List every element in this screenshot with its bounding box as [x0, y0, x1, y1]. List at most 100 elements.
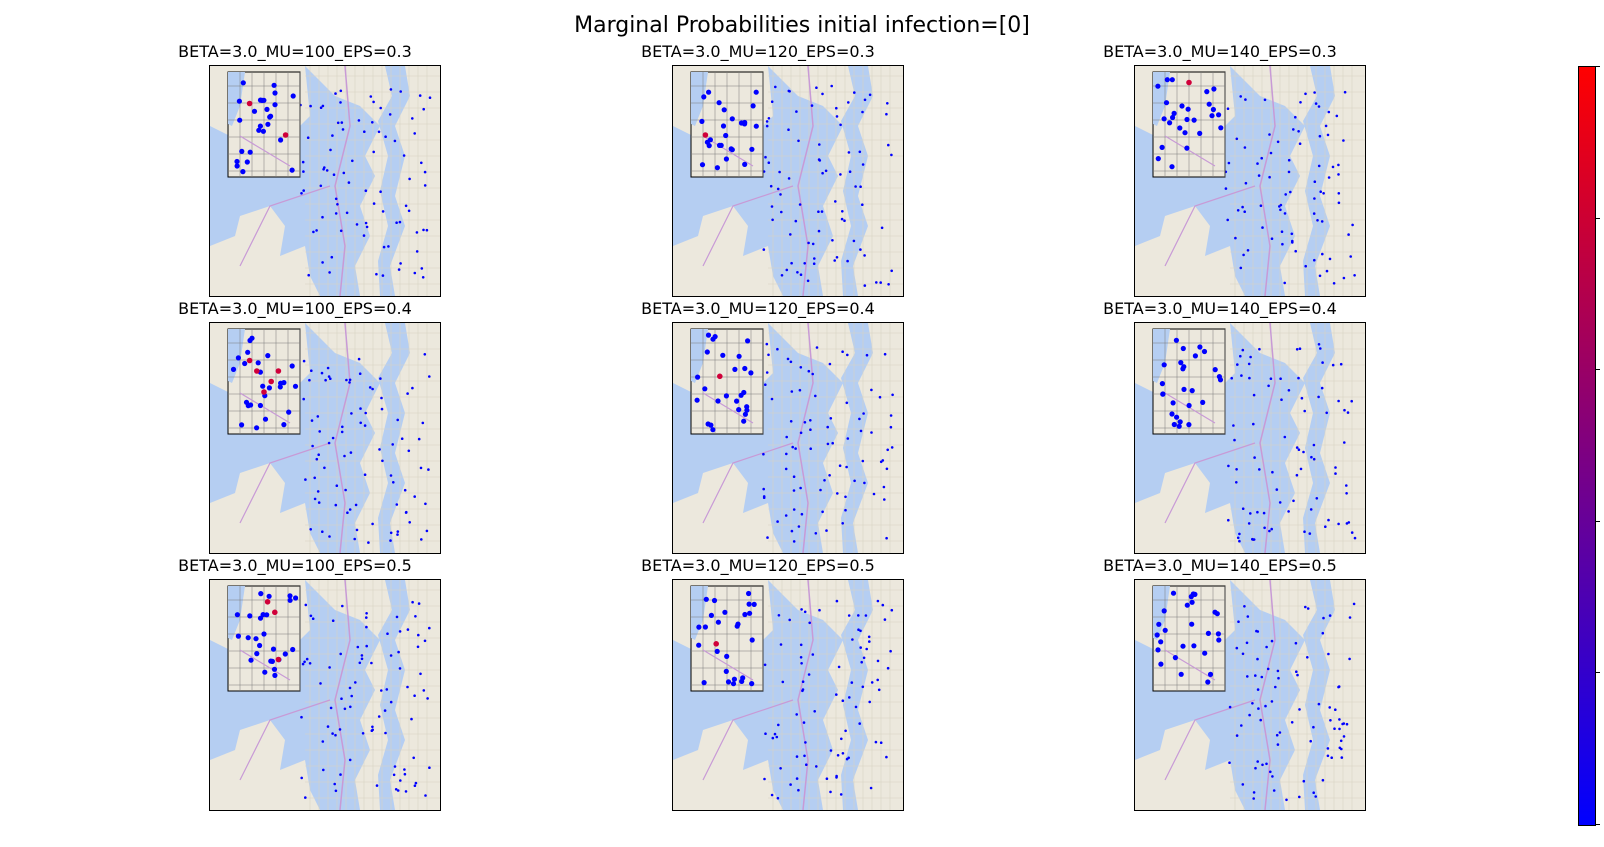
- inset-marker: [1158, 639, 1164, 645]
- map-marker: [1303, 409, 1306, 413]
- map-marker: [1319, 190, 1322, 193]
- inset-marker: [742, 611, 748, 618]
- inset-marker: [256, 127, 262, 133]
- map-marker: [841, 522, 844, 525]
- map-marker: [835, 693, 838, 696]
- inset-marker: [701, 94, 707, 100]
- inset-marker-high: [268, 378, 274, 385]
- map-marker: [826, 425, 829, 429]
- inset-marker: [708, 612, 714, 618]
- map-marker: [1262, 511, 1266, 515]
- inset-marker: [1173, 337, 1179, 343]
- highway: [1259, 323, 1276, 553]
- map-marker: [1324, 525, 1327, 528]
- map-marker: [1314, 102, 1318, 105]
- map-marker: [428, 96, 432, 99]
- map-marker: [328, 535, 331, 538]
- inset-marker: [720, 352, 726, 358]
- lake: [378, 580, 410, 810]
- map-marker: [389, 654, 393, 657]
- map-marker: [852, 239, 856, 243]
- map-marker: [886, 102, 889, 105]
- map-marker: [890, 608, 894, 612]
- map-marker: [339, 89, 343, 93]
- map-marker: [789, 420, 793, 423]
- map-marker: [834, 200, 837, 203]
- inset-marker: [282, 651, 288, 657]
- map-panel: BETA=3.0_MU=120_EPS=0.4: [608, 299, 908, 559]
- map-marker: [1306, 607, 1310, 610]
- map-marker: [1326, 133, 1330, 137]
- map-marker: [334, 789, 338, 793]
- map-marker: [868, 93, 872, 97]
- inset-marker: [1161, 116, 1167, 122]
- map-marker: [1227, 464, 1230, 468]
- map-marker: [1287, 389, 1291, 392]
- inset-map: [690, 328, 764, 435]
- inset-marker: [723, 668, 729, 674]
- map-marker: [1291, 241, 1294, 244]
- map-marker: [1298, 708, 1301, 711]
- map-marker: [415, 231, 419, 234]
- map-marker: [857, 628, 860, 631]
- map-marker: [386, 632, 389, 635]
- map-marker: [413, 784, 417, 787]
- map-marker: [356, 645, 360, 649]
- inset-marker: [714, 648, 720, 654]
- colorbar-tick: [1595, 66, 1600, 67]
- map-marker: [1304, 264, 1307, 268]
- map-marker: [1228, 761, 1231, 764]
- map-marker: [303, 660, 306, 664]
- map-marker: [389, 700, 393, 704]
- lake: [841, 323, 873, 553]
- map-marker: [787, 89, 791, 93]
- map-marker: [1246, 675, 1249, 678]
- map-marker: [1241, 652, 1245, 656]
- map-marker: [340, 697, 343, 700]
- inset-marker: [1169, 164, 1175, 170]
- inset-marker: [1177, 125, 1183, 131]
- map-marker: [841, 699, 845, 702]
- map-marker: [799, 431, 803, 435]
- map-marker: [1334, 708, 1337, 711]
- map-marker: [1327, 652, 1330, 656]
- map-marker: [421, 276, 425, 279]
- map-marker: [348, 758, 352, 762]
- map-marker: [844, 508, 847, 512]
- map-marker: [776, 187, 780, 191]
- map-marker: [840, 217, 844, 221]
- map-marker: [424, 794, 427, 797]
- inset-marker-high: [264, 599, 271, 605]
- inset-marker: [245, 349, 251, 355]
- map-marker: [329, 706, 333, 710]
- map-marker: [1338, 727, 1341, 731]
- map-marker: [1316, 219, 1319, 222]
- inset-marker: [269, 658, 275, 664]
- map-marker: [1275, 488, 1279, 491]
- map-marker: [801, 680, 805, 683]
- map-marker: [357, 357, 361, 361]
- inset-marker: [265, 121, 271, 127]
- inset-marker: [1155, 647, 1161, 653]
- map-marker: [361, 732, 365, 735]
- inset-marker: [1154, 632, 1160, 638]
- map-marker: [1327, 518, 1330, 522]
- map-marker: [1256, 510, 1259, 514]
- map-marker: [846, 437, 850, 440]
- map-marker: [885, 112, 888, 116]
- map-marker: [1294, 115, 1297, 119]
- map-marker: [1297, 376, 1300, 380]
- map-marker: [790, 261, 793, 265]
- map-marker: [1342, 735, 1346, 738]
- inset-marker: [696, 624, 702, 630]
- map-marker: [427, 468, 430, 471]
- map-marker: [835, 115, 839, 118]
- map-marker: [389, 88, 393, 91]
- inset-marker: [749, 146, 755, 152]
- map-marker: [804, 741, 807, 744]
- map-marker: [835, 256, 839, 259]
- map-marker: [1271, 775, 1274, 778]
- map-marker: [1298, 347, 1302, 350]
- inset-marker: [1158, 661, 1164, 667]
- map-marker: [419, 466, 423, 470]
